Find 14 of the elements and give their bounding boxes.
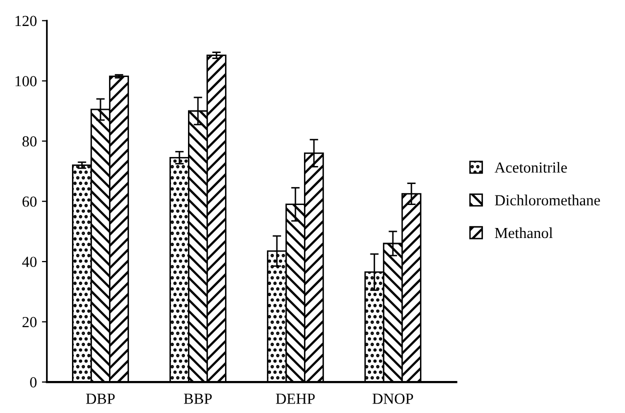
y-tick-label: 20 xyxy=(22,316,37,328)
y-tick-label: 0 xyxy=(30,377,37,388)
y-tick-label: 120 xyxy=(16,16,37,26)
legend-label: Methanol xyxy=(494,227,553,238)
y-tick-label: 40 xyxy=(22,256,37,268)
y-tick-label: 80 xyxy=(22,136,37,147)
x-tick-label: DBP xyxy=(86,394,115,404)
y-tick-label: 60 xyxy=(22,196,37,207)
x-tick-label: DEHP xyxy=(276,394,315,404)
x-tick-label: DNOP xyxy=(372,394,414,404)
x-tick-label: BBP xyxy=(184,394,212,404)
y-tick-label: 100 xyxy=(16,76,37,86)
legend-label: Acetonitrile xyxy=(494,162,567,173)
legend-label: Dichloromethane xyxy=(494,194,600,206)
